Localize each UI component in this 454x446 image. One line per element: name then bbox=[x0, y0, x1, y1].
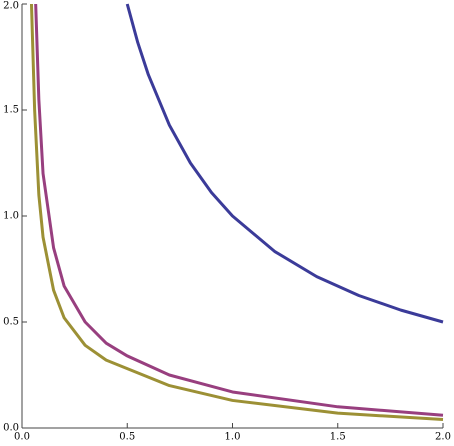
x-tick-label: 1.5 bbox=[330, 432, 346, 443]
y-tick-label: 2.0 bbox=[3, 1, 19, 12]
x-tick-label: 2.0 bbox=[435, 432, 451, 443]
x-tick-label: 1.0 bbox=[225, 432, 241, 443]
x-tick-label: 0.5 bbox=[119, 432, 135, 443]
y-tick-label: 0.5 bbox=[3, 317, 19, 328]
line-series bbox=[125, 3, 444, 324]
line-series bbox=[29, 3, 444, 422]
y-tick-label: 0.0 bbox=[3, 423, 19, 434]
y-tick-label: 1.5 bbox=[3, 105, 19, 116]
line-series bbox=[34, 3, 444, 417]
x-tick-label: 0.0 bbox=[14, 432, 30, 443]
y-tick-label: 1.0 bbox=[3, 211, 19, 222]
